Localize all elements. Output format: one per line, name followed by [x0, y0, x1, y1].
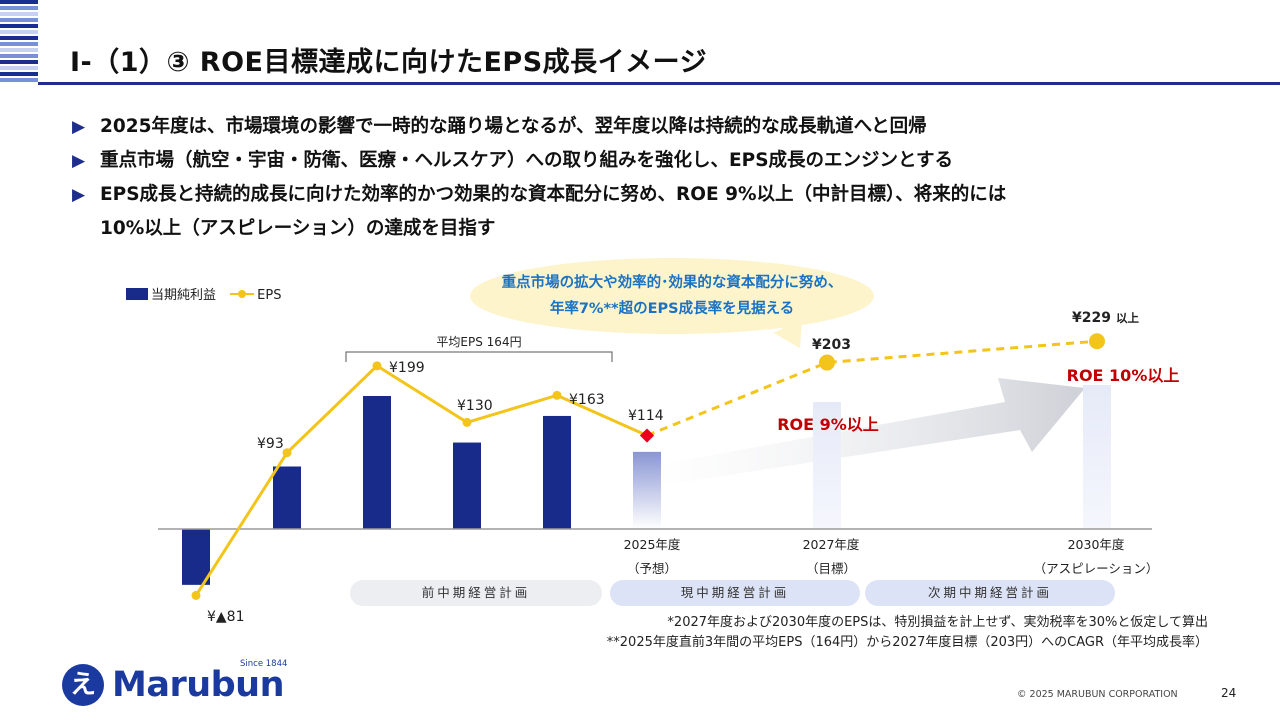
x-axis-sublabel: （予想）	[627, 561, 677, 576]
net-income-bar	[182, 529, 210, 585]
eps-data-label: ¥93	[257, 436, 284, 452]
eps-point	[552, 390, 562, 400]
avg-eps-bracket	[345, 351, 613, 362]
legend-line-swatch	[230, 288, 255, 300]
logo-since: Since 1844	[240, 659, 288, 669]
legend-bar-swatch	[126, 288, 148, 300]
net-income-bar	[363, 396, 391, 529]
x-axis-label: 2027年度	[803, 537, 860, 552]
bullet-item: ▶ 2025年度は、市場環境の影響で一時的な踊り場となるが、翌年度以降は持続的な成…	[72, 110, 1232, 144]
bullet-triangle-icon: ▶	[72, 151, 86, 171]
avg-eps-label: 平均EPS 164円	[436, 335, 521, 349]
eps-data-label: ¥203	[812, 337, 851, 353]
callout-line-2: 年率7%**超のEPS成長率を見据える	[549, 301, 795, 317]
logo-wordmark: Marubun	[112, 665, 285, 705]
plan-next: 次期中期経営計画	[865, 580, 1115, 606]
footnote-2: **2025年度直前3年間の平均EPS（164円）から2027年度目標（203円…	[606, 635, 1208, 650]
eps-point	[462, 417, 472, 427]
x-axis-label: 2030年度	[1068, 537, 1125, 552]
legend-line-label: EPS	[257, 288, 282, 303]
roe-label-2027: ROE 9%以上	[777, 415, 879, 434]
net-income-bar	[543, 415, 571, 529]
bullet-list: ▶ 2025年度は、市場環境の影響で一時的な踊り場となるが、翌年度以降は持続的な成…	[72, 110, 1232, 246]
copyright: © 2025 MARUBUN CORPORATION	[1017, 689, 1178, 700]
eps-point	[191, 590, 201, 600]
eps-point	[1089, 333, 1105, 350]
target-column-2030	[1083, 385, 1111, 529]
eps-line-actual	[194, 363, 648, 597]
bullet-triangle-icon: ▶	[72, 185, 86, 205]
plan-current: 現中期経営計画	[610, 580, 860, 606]
page-number: 24	[1221, 686, 1237, 700]
net-income-bar	[453, 442, 481, 529]
eps-data-label: ¥130	[457, 398, 493, 414]
net-income-bar	[633, 451, 661, 529]
title-underline	[38, 82, 1280, 85]
footnote-1: *2027年度および2030年度のEPSは、特別損益を計上せず、実効税率を30%…	[667, 615, 1208, 630]
bullet-item-continued: 10%以上（アスピレーション）の達成を目指す	[100, 218, 496, 239]
eps-data-label: ¥229	[1072, 310, 1111, 326]
eps-data-label: ¥114	[628, 408, 664, 424]
bullet-item: ▶ EPS成長と持続的成長に向けた効率的かつ効果的な資本配分に努め、ROE 9%以…	[72, 178, 1232, 212]
x-axis-sublabel: （アスピレーション）	[1034, 561, 1159, 576]
eps-data-label: ¥▲81	[207, 609, 245, 625]
callout-bubble	[470, 258, 874, 334]
callout-text: 重点市場の拡大や効率的･効果的な資本配分に努め、 年率7%**超のEPS成長率を…	[470, 270, 874, 322]
plan-previous: 前中期経営計画	[350, 580, 602, 606]
x-axis-label: 2025年度	[624, 537, 681, 552]
bullet-triangle-icon: ▶	[72, 117, 86, 137]
logo-mark-icon: え	[62, 664, 104, 706]
target-column-2027	[813, 402, 841, 529]
slide-header: Ⅰ-（1）③ ROE目標達成に向けたEPS成長イメージ	[0, 0, 1280, 86]
eps-data-label: ¥199	[389, 360, 425, 376]
net-income-bar	[273, 466, 301, 529]
eps-229-suffix: 以上	[1116, 311, 1139, 325]
legend-bar-label: 当期純利益	[151, 288, 217, 303]
x-axis-sublabel: （目標）	[806, 561, 856, 576]
roe-label-2030: ROE 10%以上	[1067, 366, 1180, 385]
footnotes: *2027年度および2030年度のEPSは、特別損益を計上せず、実効税率を30%…	[607, 613, 1208, 653]
eps-data-label: ¥163	[569, 392, 605, 408]
eps-point	[372, 361, 382, 371]
callout-line-1: 重点市場の拡大や効率的･効果的な資本配分に努め、	[501, 275, 843, 291]
header-stripes	[0, 0, 38, 86]
page-title: Ⅰ-（1）③ ROE目標達成に向けたEPS成長イメージ	[70, 47, 708, 78]
eps-point	[282, 448, 292, 458]
eps-point-forecast	[639, 428, 655, 443]
bullet-item: ▶ 重点市場（航空・宇宙・防衛、医療・ヘルスケア）への取り組みを強化し、EPS成長…	[72, 144, 1232, 178]
growth-arrow	[640, 378, 1085, 488]
marubun-logo: え Marubun Since 1844	[62, 659, 302, 708]
chart-legend: 当期純利益 EPS	[126, 284, 281, 303]
eps-point	[819, 354, 835, 371]
